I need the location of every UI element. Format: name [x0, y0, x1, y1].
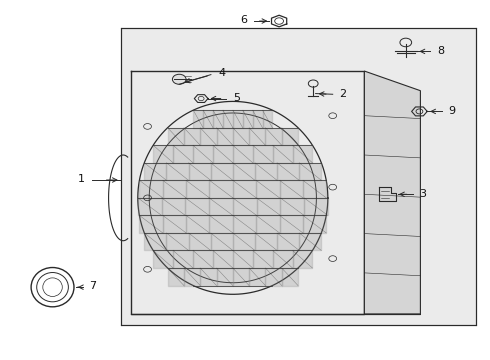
- Text: 2: 2: [340, 89, 346, 99]
- Text: 3: 3: [419, 189, 426, 199]
- Text: 1: 1: [78, 174, 85, 184]
- Text: 9: 9: [449, 106, 456, 116]
- Circle shape: [172, 74, 186, 84]
- Text: 5: 5: [233, 93, 240, 103]
- Text: 7: 7: [89, 282, 96, 292]
- Text: 4: 4: [218, 68, 225, 78]
- FancyBboxPatch shape: [121, 28, 476, 325]
- Polygon shape: [365, 71, 420, 314]
- Text: 8: 8: [438, 46, 444, 56]
- Text: 6: 6: [240, 15, 247, 25]
